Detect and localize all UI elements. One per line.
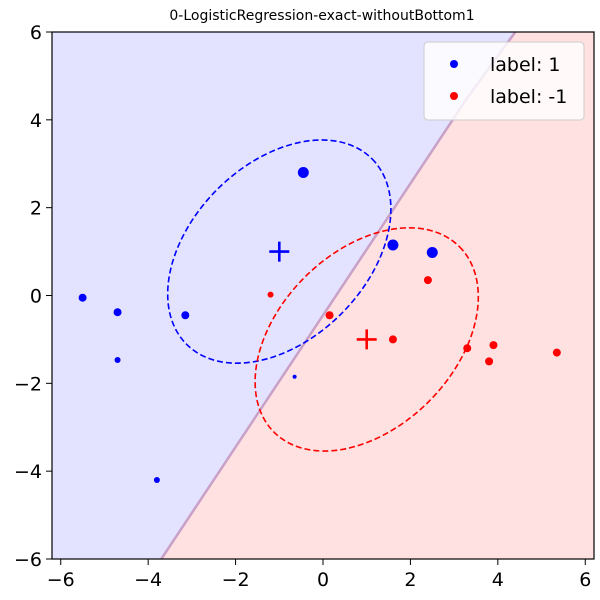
data-point-0-2: [426, 246, 438, 258]
y-tick-label: 4: [30, 110, 42, 132]
data-point-0-6: [114, 357, 121, 364]
legend-label-1: label: -1: [490, 86, 567, 108]
data-point-1-7: [552, 348, 561, 357]
legend-label-0: label: 1: [490, 54, 560, 76]
legend-box: [423, 41, 585, 121]
covariance-ellipse-1: [254, 227, 480, 452]
chart-title: 0-LogisticRegression-exact-withoutBottom…: [169, 8, 474, 24]
legend-marker-1: [450, 92, 458, 100]
data-point-1-1: [423, 276, 432, 285]
x-tick-label: −6: [47, 569, 75, 591]
data-point-0-8: [292, 374, 297, 379]
axes: −6 −4 −2 0 2 4 6 −6 −4 −2 0 2 4 6: [14, 22, 595, 591]
y-tick-label: −4: [14, 461, 42, 483]
center-marker-1: [356, 329, 377, 350]
x-tick-label: −4: [134, 569, 162, 591]
data-point-1-0: [388, 335, 397, 344]
data-point-1-2: [325, 311, 334, 320]
data-point-1-4: [463, 344, 472, 353]
y-tick-label: −6: [14, 549, 42, 571]
y-tick-label: 6: [30, 22, 42, 44]
data-point-1-3: [267, 291, 274, 298]
x-tick-label: 4: [492, 569, 504, 591]
covariance-ellipse-0: [166, 139, 392, 364]
legend-marker-0: [450, 60, 458, 68]
data-point-0-1: [387, 239, 399, 251]
region-label-1: [52, 32, 516, 559]
y-tick-label: −2: [14, 373, 42, 395]
data-point-0-3: [78, 293, 87, 302]
y-tick-label: 0: [30, 286, 42, 308]
y-tick-label: 2: [30, 198, 42, 220]
data-point-0-4: [113, 308, 122, 317]
data-point-0-7: [153, 476, 160, 483]
center-marker-0: [269, 241, 290, 262]
x-tick-label: −2: [222, 569, 250, 591]
data-point-0-5: [181, 311, 190, 320]
data-point-0-0: [297, 167, 309, 179]
data-point-1-5: [489, 341, 498, 350]
x-tick-label: 6: [579, 569, 591, 591]
x-tick-label: 0: [317, 569, 329, 591]
x-tick-label: 2: [404, 569, 416, 591]
legend: label: 1 label: -1: [423, 41, 585, 121]
data-point-1-6: [485, 357, 494, 366]
